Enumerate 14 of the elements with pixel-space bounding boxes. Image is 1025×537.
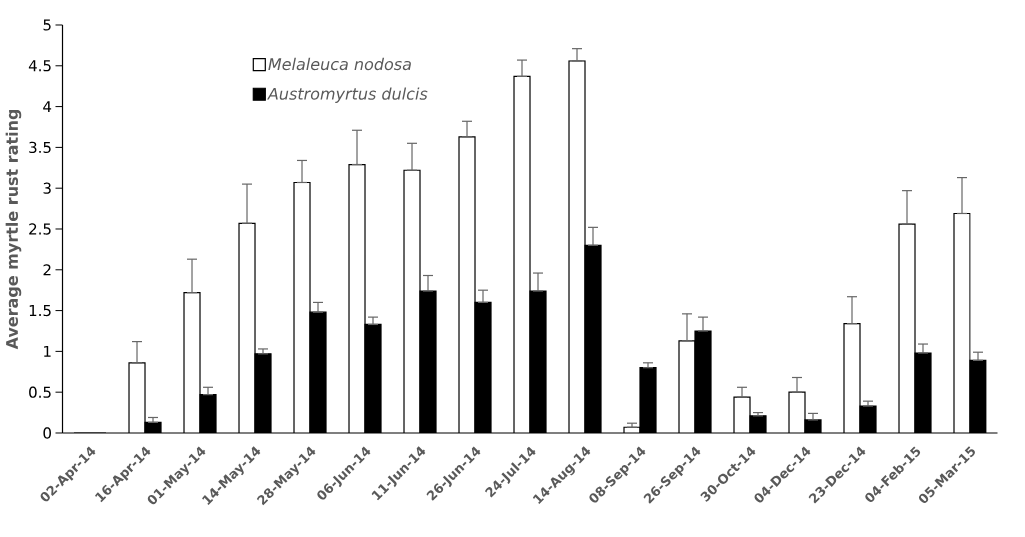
legend-label: Melaleuca nodosa bbox=[268, 57, 411, 71]
y-tick-label: 2 bbox=[43, 264, 51, 276]
y-axis-title: Average myrtle rust rating bbox=[5, 109, 22, 350]
y-tick-label: 0 bbox=[43, 427, 51, 439]
y-tick-label: 4 bbox=[43, 101, 52, 113]
y-tick-label: 3 bbox=[43, 182, 51, 194]
y-tick-label: 4.5 bbox=[28, 60, 51, 72]
y-tick-label: 1 bbox=[44, 345, 51, 357]
y-tick-label: 1.5 bbox=[29, 305, 51, 317]
y-tick-label: 5 bbox=[43, 19, 51, 31]
legend-label: Austromyrtus dulcis bbox=[267, 87, 428, 103]
y-tick-label: 3.5 bbox=[29, 141, 51, 154]
y-tick-label: 2.5 bbox=[29, 223, 51, 235]
y-tick-label: 0.5 bbox=[29, 386, 51, 398]
